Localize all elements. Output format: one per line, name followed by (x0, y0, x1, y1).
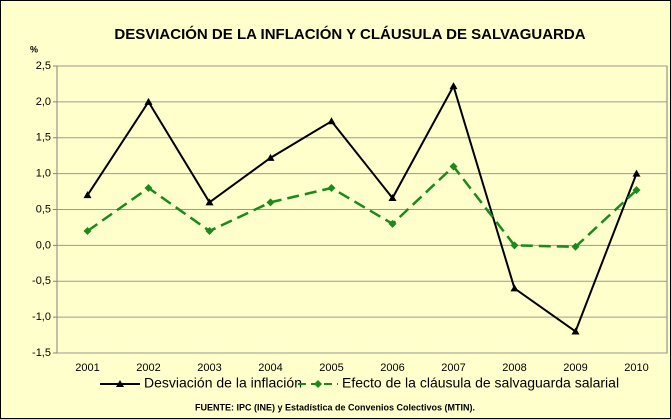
series-line (86, 83, 638, 334)
chart-title: DESVIACIÓN DE LA INFLACIÓN Y CLÁUSULA DE… (114, 25, 585, 43)
x-tick-label: 2001 (75, 362, 99, 374)
y-tick-label: -0,5 (32, 275, 51, 287)
marker (388, 194, 397, 202)
marker (266, 198, 275, 207)
marker (205, 198, 214, 206)
marker (449, 162, 458, 171)
x-tick-label: 2005 (319, 362, 343, 374)
x-tick-label: 2010 (624, 362, 648, 374)
marker (327, 117, 336, 125)
marker (144, 97, 153, 105)
y-tick-label: 2,0 (36, 96, 51, 108)
marker (144, 183, 153, 192)
marker (571, 242, 580, 251)
y-axis-label: % (30, 44, 38, 54)
legend-label: Desviación de la inflación (144, 375, 302, 391)
y-tick-label: 0,0 (36, 239, 51, 251)
marker (632, 186, 641, 195)
x-tick-label: 2003 (197, 362, 221, 374)
marker (449, 82, 458, 90)
marker (632, 169, 641, 177)
marker (266, 153, 275, 161)
source: FUENTE: IPC (INE) y Estadística de Conve… (195, 402, 475, 412)
y-tick-label: 0,5 (36, 203, 51, 215)
x-tick-label: 2007 (441, 362, 465, 374)
marker (388, 219, 397, 228)
marker (83, 191, 92, 199)
marker (510, 241, 519, 250)
marker (205, 227, 214, 236)
x-tick-label: 2008 (502, 362, 526, 374)
y-tick-label: 1,0 (36, 168, 51, 180)
y-tick-label: -1,5 (32, 347, 51, 359)
x-tick-label: 2006 (380, 362, 404, 374)
marker (510, 284, 519, 292)
y-tick-label: -1,0 (32, 311, 51, 323)
marker (83, 227, 92, 236)
marker (327, 183, 336, 192)
y-tick-label: 1,5 (36, 132, 51, 144)
y-tick-label: 2,5 (36, 60, 51, 72)
marker (571, 327, 580, 335)
series-line (86, 164, 638, 249)
x-tick-label: 2004 (258, 362, 282, 374)
legend-marker (314, 380, 322, 388)
x-tick-label: 2002 (136, 362, 160, 374)
legend-label: Efecto de la cláusula de salvaguarda sal… (342, 375, 619, 391)
legend-marker (116, 380, 124, 387)
x-tick-label: 2009 (563, 362, 587, 374)
